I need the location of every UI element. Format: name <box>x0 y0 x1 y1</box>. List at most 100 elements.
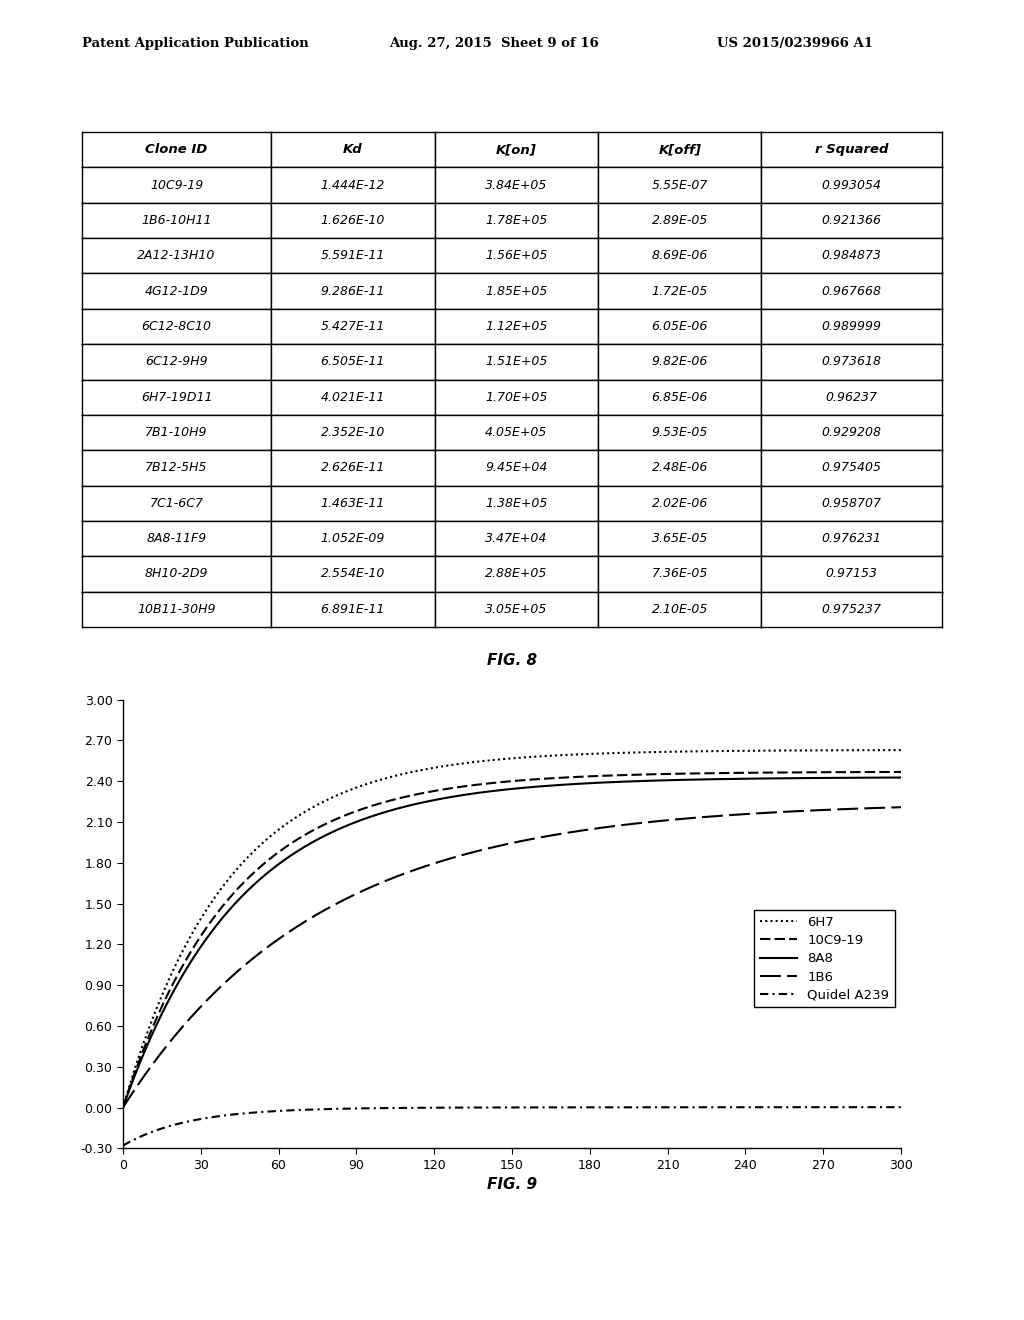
Text: 4.021E-11: 4.021E-11 <box>321 391 385 404</box>
Text: 5.591E-11: 5.591E-11 <box>321 249 385 263</box>
Text: 1.78E+05: 1.78E+05 <box>485 214 548 227</box>
1B6 <box>474 842 486 858</box>
Text: 0.967668: 0.967668 <box>822 285 882 297</box>
Text: 6.891E-11: 6.891E-11 <box>321 603 385 616</box>
Text: 5.427E-11: 5.427E-11 <box>321 319 385 333</box>
10C9-19 <box>157 997 169 1012</box>
Text: 3.05E+05: 3.05E+05 <box>485 603 548 616</box>
Text: K[on]: K[on] <box>496 143 537 156</box>
Text: 2.626E-11: 2.626E-11 <box>321 462 385 474</box>
10C9-19 <box>872 764 885 780</box>
6H7 <box>872 742 885 758</box>
Quidel A239 <box>895 1100 907 1115</box>
10C9-19 <box>496 774 508 789</box>
10C9-19 <box>474 776 486 792</box>
Text: 0.975405: 0.975405 <box>822 462 882 474</box>
Text: 2.554E-10: 2.554E-10 <box>321 568 385 581</box>
8A8 <box>474 784 486 800</box>
1B6 <box>872 800 885 816</box>
Text: 2.352E-10: 2.352E-10 <box>321 426 385 440</box>
Text: 6.505E-11: 6.505E-11 <box>321 355 385 368</box>
Text: 0.929208: 0.929208 <box>822 426 882 440</box>
Text: 5.55E-07: 5.55E-07 <box>651 178 708 191</box>
Text: 1.444E-12: 1.444E-12 <box>321 178 385 191</box>
Text: 1.72E-05: 1.72E-05 <box>651 285 708 297</box>
8A8 <box>117 1100 129 1115</box>
Text: Aug. 27, 2015  Sheet 9 of 16: Aug. 27, 2015 Sheet 9 of 16 <box>389 37 599 50</box>
Text: 2.89E-05: 2.89E-05 <box>651 214 708 227</box>
8A8 <box>872 770 885 785</box>
Text: 2A12-13H10: 2A12-13H10 <box>137 249 216 263</box>
1B6 <box>895 800 907 816</box>
Text: 8A8-11F9: 8A8-11F9 <box>146 532 207 545</box>
6H7 <box>729 743 741 759</box>
Text: 7B1-10H9: 7B1-10H9 <box>145 426 208 440</box>
Text: 1.51E+05: 1.51E+05 <box>485 355 548 368</box>
Quidel A239 <box>474 1100 486 1115</box>
Text: 4.05E+05: 4.05E+05 <box>485 426 548 440</box>
Text: 1.12E+05: 1.12E+05 <box>485 319 548 333</box>
8A8 <box>895 770 907 785</box>
Text: 2.10E-05: 2.10E-05 <box>651 603 708 616</box>
Text: 9.45E+04: 9.45E+04 <box>485 462 548 474</box>
Text: FIG. 9: FIG. 9 <box>487 1177 537 1192</box>
Text: 1.626E-10: 1.626E-10 <box>321 214 385 227</box>
Quidel A239 <box>729 1100 741 1115</box>
Text: 3.84E+05: 3.84E+05 <box>485 178 548 191</box>
Text: 1.70E+05: 1.70E+05 <box>485 391 548 404</box>
10C9-19 <box>729 766 741 781</box>
Text: 6.05E-06: 6.05E-06 <box>651 319 708 333</box>
Text: 0.976231: 0.976231 <box>822 532 882 545</box>
8A8 <box>729 771 741 787</box>
Quidel A239 <box>496 1100 508 1115</box>
Text: 0.984873: 0.984873 <box>822 249 882 263</box>
1B6 <box>157 1043 169 1059</box>
Text: 8.69E-06: 8.69E-06 <box>651 249 708 263</box>
10C9-19 <box>872 764 885 780</box>
Legend: 6H7, 10C9-19, 8A8, 1B6, Quidel A239: 6H7, 10C9-19, 8A8, 1B6, Quidel A239 <box>755 911 895 1007</box>
6H7 <box>895 742 907 758</box>
Text: 0.96237: 0.96237 <box>825 391 878 404</box>
1B6 <box>872 800 885 816</box>
Text: 6C12-8C10: 6C12-8C10 <box>141 319 212 333</box>
Text: 1.85E+05: 1.85E+05 <box>485 285 548 297</box>
Text: 3.47E+04: 3.47E+04 <box>485 532 548 545</box>
Text: US 2015/0239966 A1: US 2015/0239966 A1 <box>717 37 872 50</box>
Text: 2.02E-06: 2.02E-06 <box>651 496 708 510</box>
Text: Kd: Kd <box>343 143 362 156</box>
Text: 0.975237: 0.975237 <box>822 603 882 616</box>
Text: 1.052E-09: 1.052E-09 <box>321 532 385 545</box>
Text: Clone ID: Clone ID <box>145 143 208 156</box>
Text: 7.36E-05: 7.36E-05 <box>651 568 708 581</box>
6H7 <box>872 742 885 758</box>
Text: FIG. 8: FIG. 8 <box>487 653 537 668</box>
Text: K[off]: K[off] <box>658 143 701 156</box>
1B6 <box>729 807 741 822</box>
10C9-19 <box>117 1100 129 1115</box>
Text: 0.989999: 0.989999 <box>822 319 882 333</box>
Quidel A239 <box>157 1121 169 1137</box>
Text: 0.97153: 0.97153 <box>825 568 878 581</box>
Text: 0.921366: 0.921366 <box>822 214 882 227</box>
Text: 10C9-19: 10C9-19 <box>150 178 203 191</box>
Text: 0.993054: 0.993054 <box>822 178 882 191</box>
Text: r Squared: r Squared <box>815 143 889 156</box>
Text: 1.463E-11: 1.463E-11 <box>321 496 385 510</box>
Text: 0.973618: 0.973618 <box>822 355 882 368</box>
8A8 <box>872 770 885 785</box>
Text: 7C1-6C7: 7C1-6C7 <box>150 496 204 510</box>
Line: Quidel A239: Quidel A239 <box>123 1107 901 1146</box>
Text: 1B6-10H11: 1B6-10H11 <box>141 214 212 227</box>
Text: 1.38E+05: 1.38E+05 <box>485 496 548 510</box>
Text: 9.82E-06: 9.82E-06 <box>651 355 708 368</box>
8A8 <box>157 1005 169 1020</box>
Text: 2.88E+05: 2.88E+05 <box>485 568 548 581</box>
Line: 10C9-19: 10C9-19 <box>123 772 901 1107</box>
Quidel A239 <box>117 1138 129 1154</box>
1B6 <box>496 837 508 853</box>
Text: 9.53E-05: 9.53E-05 <box>651 426 708 440</box>
Text: 10B11-30H9: 10B11-30H9 <box>137 603 216 616</box>
8A8 <box>496 783 508 799</box>
6H7 <box>496 751 508 767</box>
Text: 6C12-9H9: 6C12-9H9 <box>145 355 208 368</box>
